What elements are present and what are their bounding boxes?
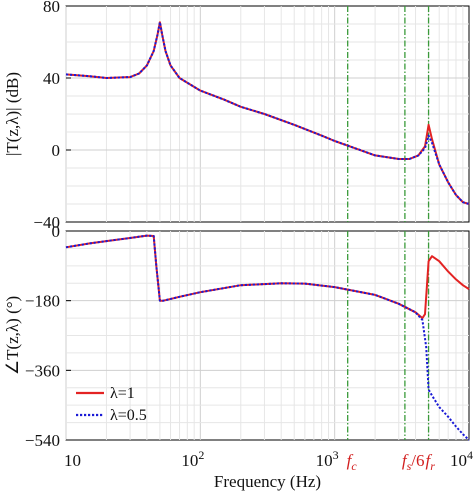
frequency-marker-label: fr bbox=[426, 451, 436, 473]
frequency-marker-label: fc bbox=[347, 451, 358, 473]
series-line-lambda-0-5 bbox=[65, 234, 470, 441]
y-tick-label: −540 bbox=[25, 431, 60, 450]
y-tick-label: 0 bbox=[52, 222, 61, 241]
y-tick-label: 0 bbox=[52, 141, 61, 160]
phase-series bbox=[65, 234, 470, 441]
legend-label-lambda-0-5: λ=0.5 bbox=[110, 407, 147, 424]
x-tick-label: 103 bbox=[316, 448, 339, 470]
legend-entry-lambda-1: λ=1 bbox=[76, 385, 135, 402]
phase-y-axis-label: ∠T(z,λ) (°) bbox=[3, 296, 22, 375]
y-tick-label: −40 bbox=[33, 213, 60, 232]
series-line-lambda-1 bbox=[65, 21, 470, 205]
magnitude-panel: −40 0 40 80 |T(z,λ)| (dB) bbox=[3, 0, 470, 232]
frequency-marker-label: fs/6 bbox=[402, 451, 425, 473]
x-tick-label: 102 bbox=[181, 448, 204, 470]
legend-label-lambda-1: λ=1 bbox=[110, 385, 135, 402]
x-tick-label: 104 bbox=[450, 448, 473, 470]
series-line-lambda-0-5 bbox=[65, 21, 470, 205]
magnitude-frequency-markers bbox=[347, 6, 430, 222]
frequency-marker-labels: fc fs/6 fr bbox=[347, 451, 436, 473]
magnitude-y-axis-label: |T(z,λ)| (dB) bbox=[3, 72, 22, 156]
x-axis-ticks: 10 102 103 104 bbox=[64, 448, 473, 470]
y-tick-label: 40 bbox=[43, 69, 60, 88]
y-tick-label: −180 bbox=[25, 292, 60, 311]
phase-y-ticks: −540 −360 −180 0 bbox=[25, 222, 71, 450]
magnitude-grid bbox=[65, 6, 469, 222]
y-tick-label: 80 bbox=[43, 0, 60, 16]
phase-panel: −540 −360 −180 0 ∠T(z,λ) (°) bbox=[3, 222, 470, 450]
x-axis-label: Frequency (Hz) bbox=[214, 472, 321, 491]
y-tick-label: −360 bbox=[25, 361, 60, 380]
legend-entry-lambda-0-5: λ=0.5 bbox=[76, 407, 147, 424]
legend: λ=1 λ=0.5 bbox=[76, 385, 147, 424]
magnitude-y-ticks: −40 0 40 80 bbox=[33, 0, 71, 232]
magnitude-series bbox=[65, 21, 470, 205]
x-tick-label: 10 bbox=[64, 451, 81, 470]
